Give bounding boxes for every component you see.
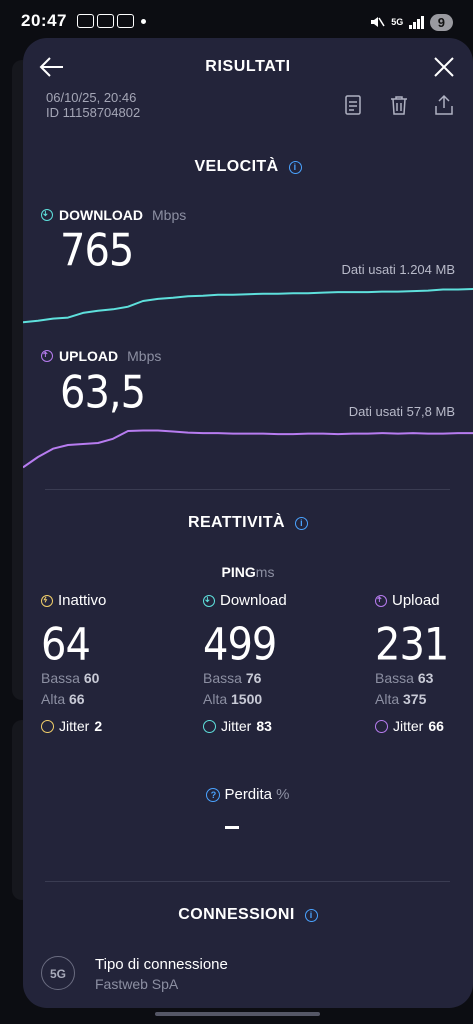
info-icon[interactable]: i — [288, 161, 302, 174]
upload-speed-value: 63,5 — [60, 367, 146, 419]
result-meta: 06/10/25, 20:46 ID 11158704802 — [46, 90, 140, 120]
jitter-icon — [203, 719, 216, 733]
divider — [45, 489, 450, 490]
back-arrow-icon[interactable] — [37, 52, 67, 82]
jitter-icon — [375, 719, 388, 733]
ping-column-idle: Inattivo 64 Bassa 60 Alta 66 Jitter 2 — [41, 592, 106, 734]
ping-high: Alta 66 — [41, 691, 85, 707]
download-arrow-icon — [41, 209, 53, 221]
download-speed-graph — [23, 288, 473, 324]
ping-column-label: Download — [220, 592, 287, 609]
notification-icon — [97, 14, 114, 28]
upload-trace-line — [23, 429, 473, 469]
packet-loss-unit: % — [276, 786, 290, 803]
ping-column-label: Inattivo — [58, 592, 107, 609]
speed-title-text: VELOCITÀ — [194, 158, 279, 175]
packet-loss-header: ? Perdita % — [23, 786, 473, 803]
result-date: 06/10/25, 20:46 — [46, 90, 137, 105]
trash-icon[interactable] — [388, 94, 410, 116]
result-id: ID 11158704802 — [46, 105, 141, 120]
download-unit: Mbps — [152, 207, 187, 223]
ping-low: Bassa 76 — [203, 670, 262, 686]
page-title: RISULTATI — [205, 58, 291, 75]
ping-column-upload: Upload 231 Bassa 63 Alta 375 Jitter 66 — [375, 592, 449, 734]
jitter: Jitter 2 — [41, 718, 106, 734]
status-time: 20:47 — [21, 11, 67, 30]
ping-high: Alta 375 — [375, 691, 427, 707]
ping-unit: ms — [255, 564, 275, 580]
mute-icon — [371, 17, 385, 27]
jitter: Jitter 83 — [203, 718, 287, 734]
ping-label: PING — [221, 564, 256, 580]
help-icon[interactable]: ? — [206, 788, 221, 802]
signal-icon — [409, 15, 424, 29]
ping-value: 64 — [41, 619, 91, 671]
status-bar: 20:47 5G 9 — [0, 0, 473, 42]
upload-unit: Mbps — [127, 348, 162, 364]
connection-type-label: Tipo di connessione — [95, 956, 228, 973]
jitter-icon — [41, 719, 54, 733]
ping-low: Bassa 63 — [375, 670, 434, 686]
5g-icon: 5G — [41, 956, 75, 990]
download-header: DOWNLOAD Mbps — [41, 207, 186, 223]
info-icon[interactable]: i — [304, 909, 318, 922]
upload-speed-graph — [23, 429, 473, 469]
notification-icon — [77, 14, 94, 28]
document-icon[interactable] — [342, 94, 364, 116]
packet-loss-value — [225, 826, 239, 829]
download-trace-line — [23, 288, 473, 324]
close-icon[interactable] — [429, 52, 459, 82]
download-arrow-icon — [203, 594, 215, 607]
ping-column-download: Download 499 Bassa 76 Alta 1500 Jitter 83 — [203, 592, 287, 734]
upload-header: UPLOAD Mbps — [41, 348, 161, 364]
share-icon[interactable] — [433, 94, 455, 116]
network-type: 5G — [391, 17, 404, 27]
download-speed-value: 765 — [60, 225, 134, 277]
upload-arrow-icon — [41, 350, 53, 362]
ping-column-header: Inattivo — [41, 592, 106, 609]
ping-low: Bassa 60 — [41, 670, 100, 686]
more-notifications-dot — [141, 19, 146, 24]
upload-data-used: Dati usati 57,8 MB — [348, 404, 455, 419]
home-indicator — [155, 1012, 320, 1016]
download-data-used: Dati usati 1.204 MB — [341, 262, 455, 277]
connections-title-text: CONNESSIONI — [178, 906, 295, 923]
responsiveness-title-text: REATTIVITÀ — [187, 514, 286, 531]
connections-section-title: CONNESSIONI i — [23, 906, 473, 924]
download-label: DOWNLOAD — [59, 207, 143, 223]
ping-column-header: Upload — [375, 592, 448, 609]
packet-loss-label: Perdita — [224, 786, 272, 803]
speed-section-title: VELOCITÀ i — [23, 158, 473, 176]
ping-value: 499 — [203, 619, 277, 671]
jitter: Jitter 66 — [375, 718, 448, 734]
idle-lightning-icon — [41, 594, 53, 607]
ping-high: Alta 1500 — [203, 691, 263, 707]
ping-column-header: Download — [203, 592, 287, 609]
ping-title: PINGms — [23, 564, 473, 580]
upload-arrow-icon — [375, 594, 387, 607]
info-icon[interactable]: i — [295, 517, 309, 530]
ping-value: 231 — [375, 619, 449, 671]
divider — [45, 881, 450, 882]
battery-badge: 9 — [429, 13, 453, 31]
results-sheet: RISULTATI 06/10/25, 20:46 ID 11158704802… — [23, 38, 473, 1008]
ping-column-label: Upload — [392, 592, 440, 609]
connection-provider: Fastweb SpA — [95, 976, 179, 992]
upload-label: UPLOAD — [59, 348, 119, 364]
screenshot-icon — [117, 14, 134, 28]
responsiveness-section-title: REATTIVITÀ i — [23, 514, 473, 532]
